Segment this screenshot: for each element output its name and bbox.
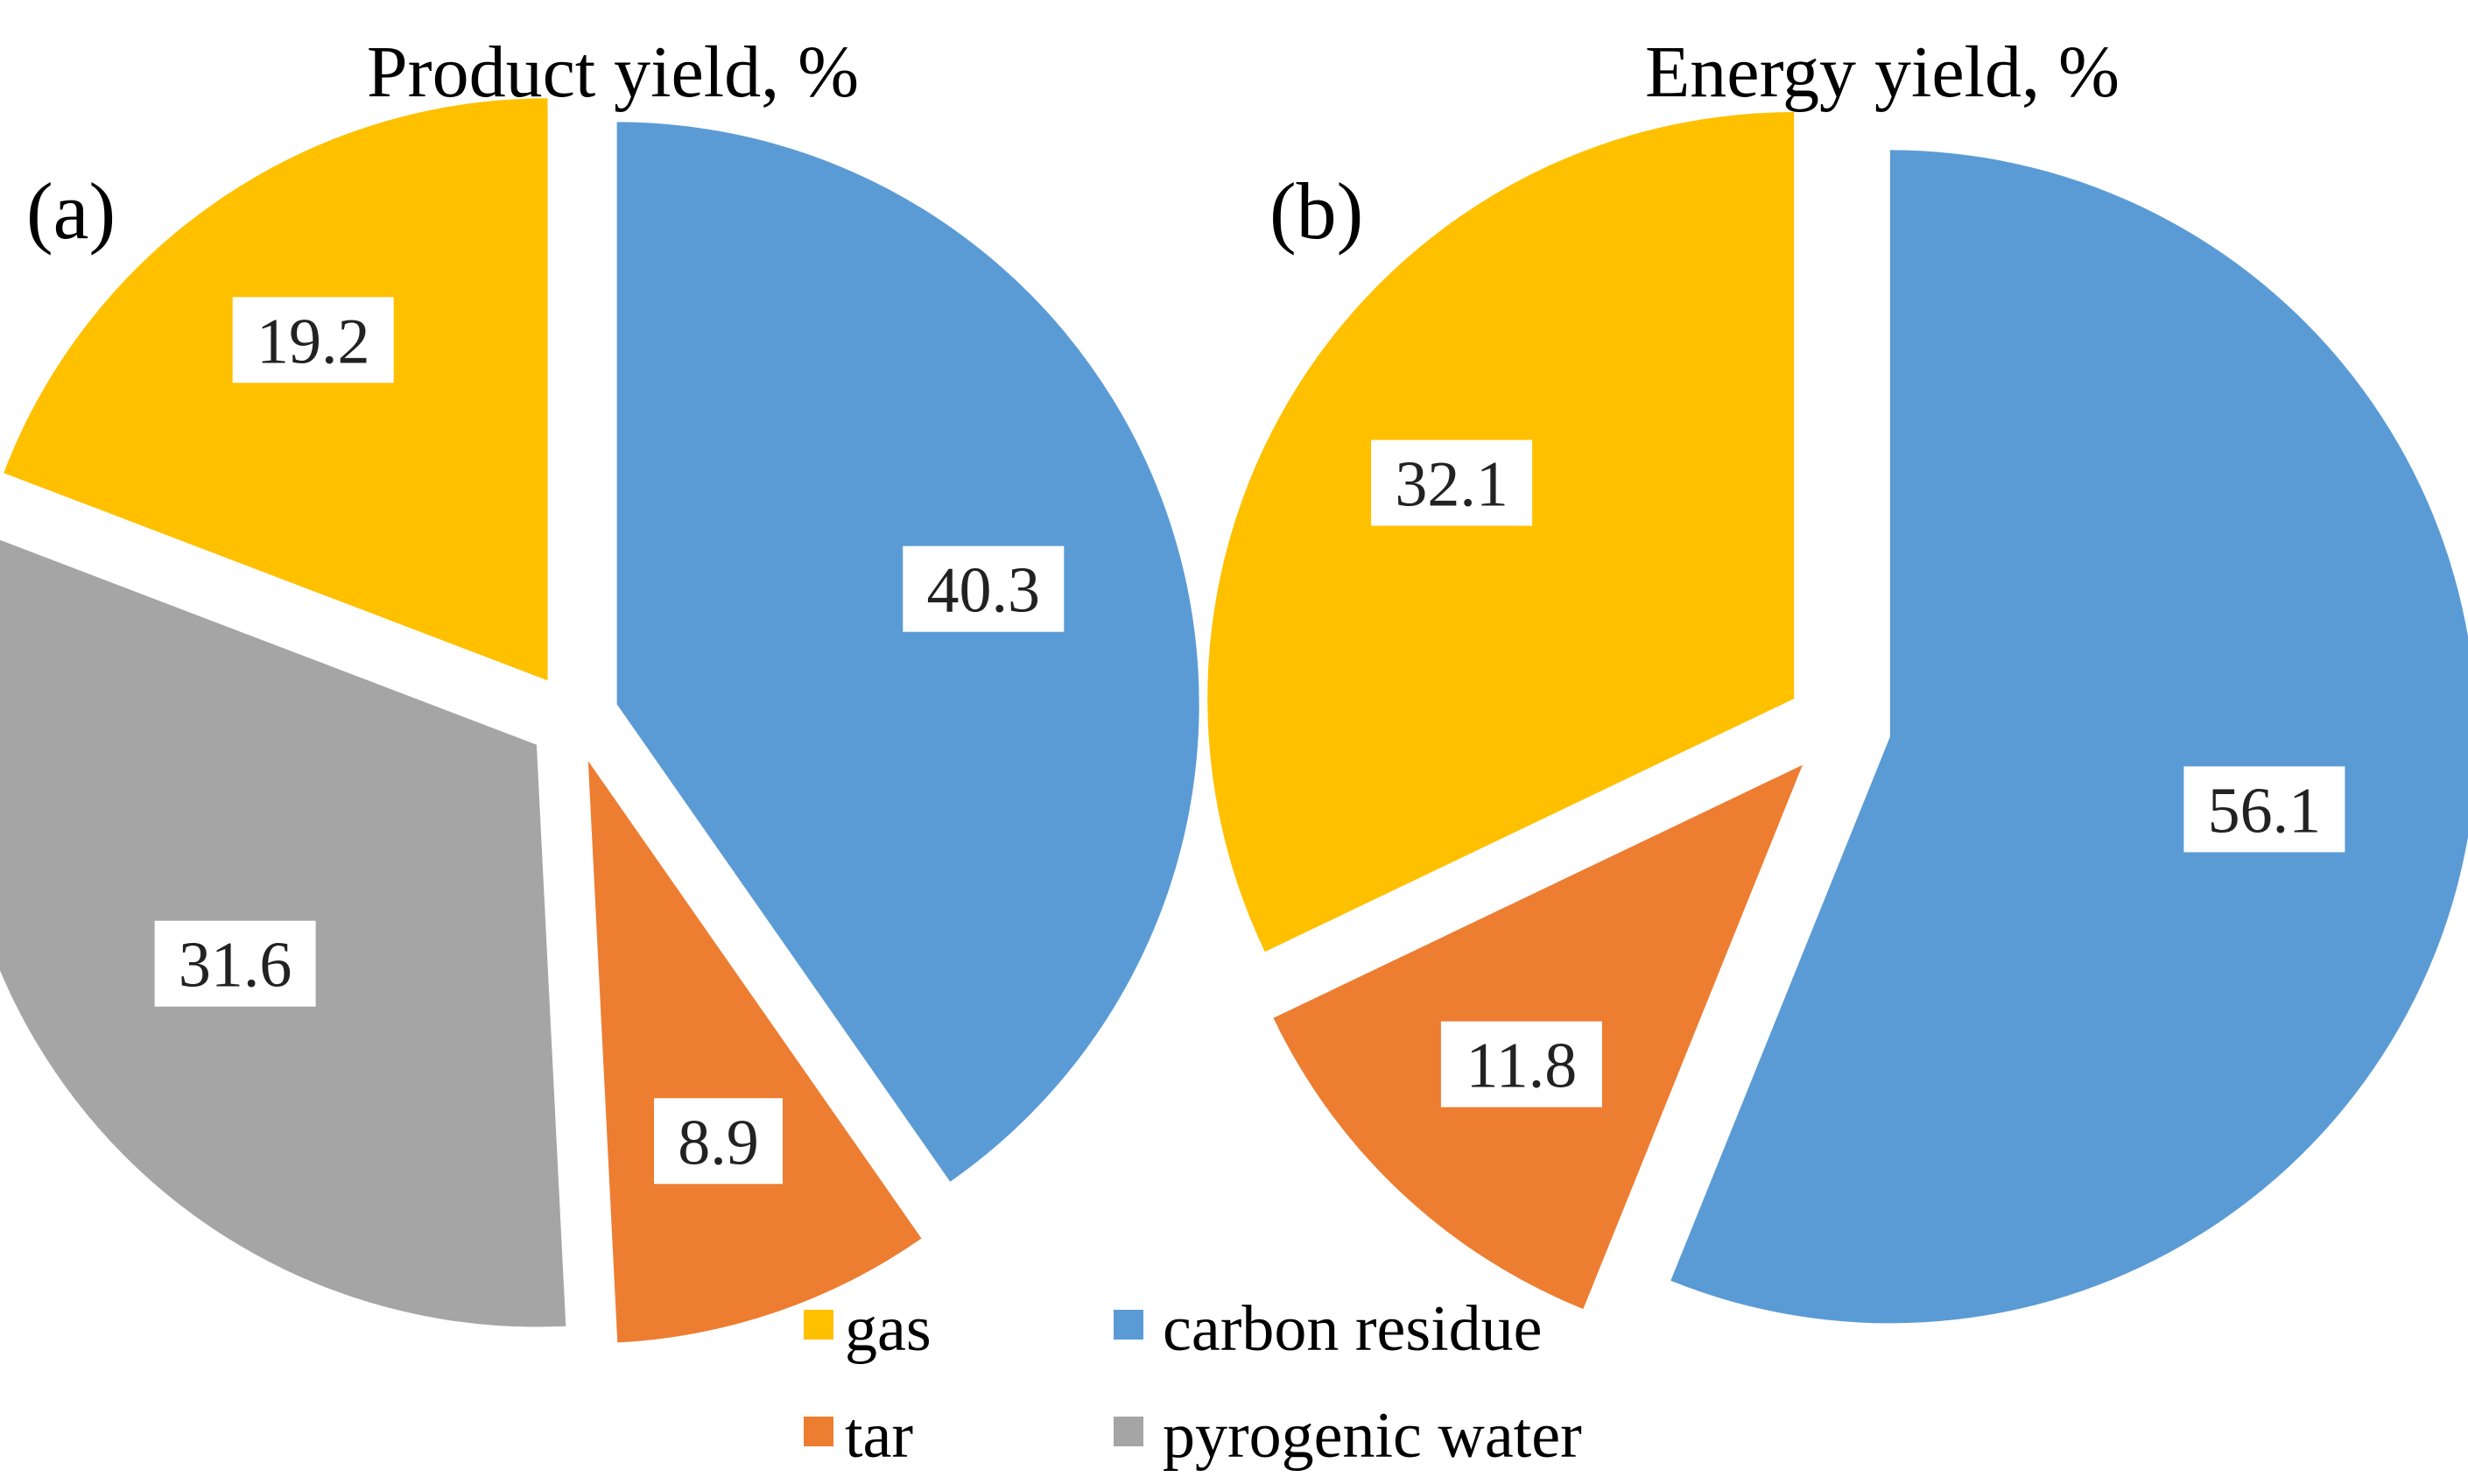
title-product-yield: Product yield, %	[367, 32, 859, 113]
legend-swatch-gas	[804, 1310, 833, 1340]
legend-item-tar: tar	[804, 1400, 913, 1472]
pie-chart-product-yield: Product yield, % (a) 40.3 8.9 31.6 19.2	[0, 32, 1199, 1343]
legend-label-tar: tar	[845, 1400, 913, 1472]
legend-label-pyrogenic-water: pyrogenic water	[1163, 1400, 1582, 1472]
data-label-text: 19.2	[257, 306, 370, 377]
data-label-box	[903, 545, 1065, 632]
panel-label-b: (b)	[1269, 166, 1363, 256]
data-label-text: 40.3	[927, 555, 1041, 627]
data-label-gas: 32.1	[1371, 440, 1533, 526]
data-label-box	[2183, 766, 2345, 853]
legend: gas carbon residue tar pyrogenic water	[804, 1293, 1582, 1472]
data-label-tar: 11.8	[1440, 1021, 1602, 1108]
pie-slice-tar	[587, 761, 922, 1343]
legend-swatch-carbon-residue	[1114, 1310, 1143, 1340]
data-label-box	[232, 297, 394, 383]
legend-label-gas: gas	[845, 1293, 932, 1365]
pie-slice-gas	[1207, 112, 1795, 953]
data-label-box	[154, 920, 316, 1007]
data-label-text: 8.9	[678, 1107, 759, 1178]
pie-slice-carbon-residue	[1670, 150, 2468, 1324]
legend-item-gas: gas	[804, 1293, 932, 1365]
data-label-text: 56.1	[2208, 775, 2322, 847]
legend-item-carbon-residue: carbon residue	[1114, 1293, 1543, 1365]
pie-chart-energy-yield: Energy yield, % (b) 56.1 11.8 32.1	[1207, 32, 2468, 1324]
panel-label-a: (a)	[26, 166, 116, 256]
pie-slice-carbon-residue	[616, 122, 1199, 1182]
data-label-text: 11.8	[1466, 1030, 1578, 1102]
legend-swatch-pyrogenic-water	[1114, 1417, 1143, 1446]
data-label-carbon-residue: 40.3	[903, 545, 1065, 632]
data-label-gas: 19.2	[232, 297, 394, 383]
data-label-pyrogenic-water: 31.6	[154, 920, 316, 1007]
legend-swatch-tar	[804, 1417, 833, 1446]
data-label-text: 31.6	[179, 930, 292, 1002]
legend-item-pyrogenic-water: pyrogenic water	[1114, 1400, 1582, 1472]
title-energy-yield: Energy yield, %	[1645, 32, 2120, 113]
data-label-text: 32.1	[1395, 449, 1508, 521]
data-label-box	[654, 1098, 783, 1185]
data-label-box	[1440, 1021, 1602, 1108]
legend-label-carbon-residue: carbon residue	[1163, 1293, 1543, 1365]
pie-slice-gas	[4, 98, 548, 681]
data-label-carbon-residue: 56.1	[2183, 766, 2345, 853]
data-label-tar: 8.9	[654, 1098, 783, 1185]
data-label-box	[1371, 440, 1533, 526]
